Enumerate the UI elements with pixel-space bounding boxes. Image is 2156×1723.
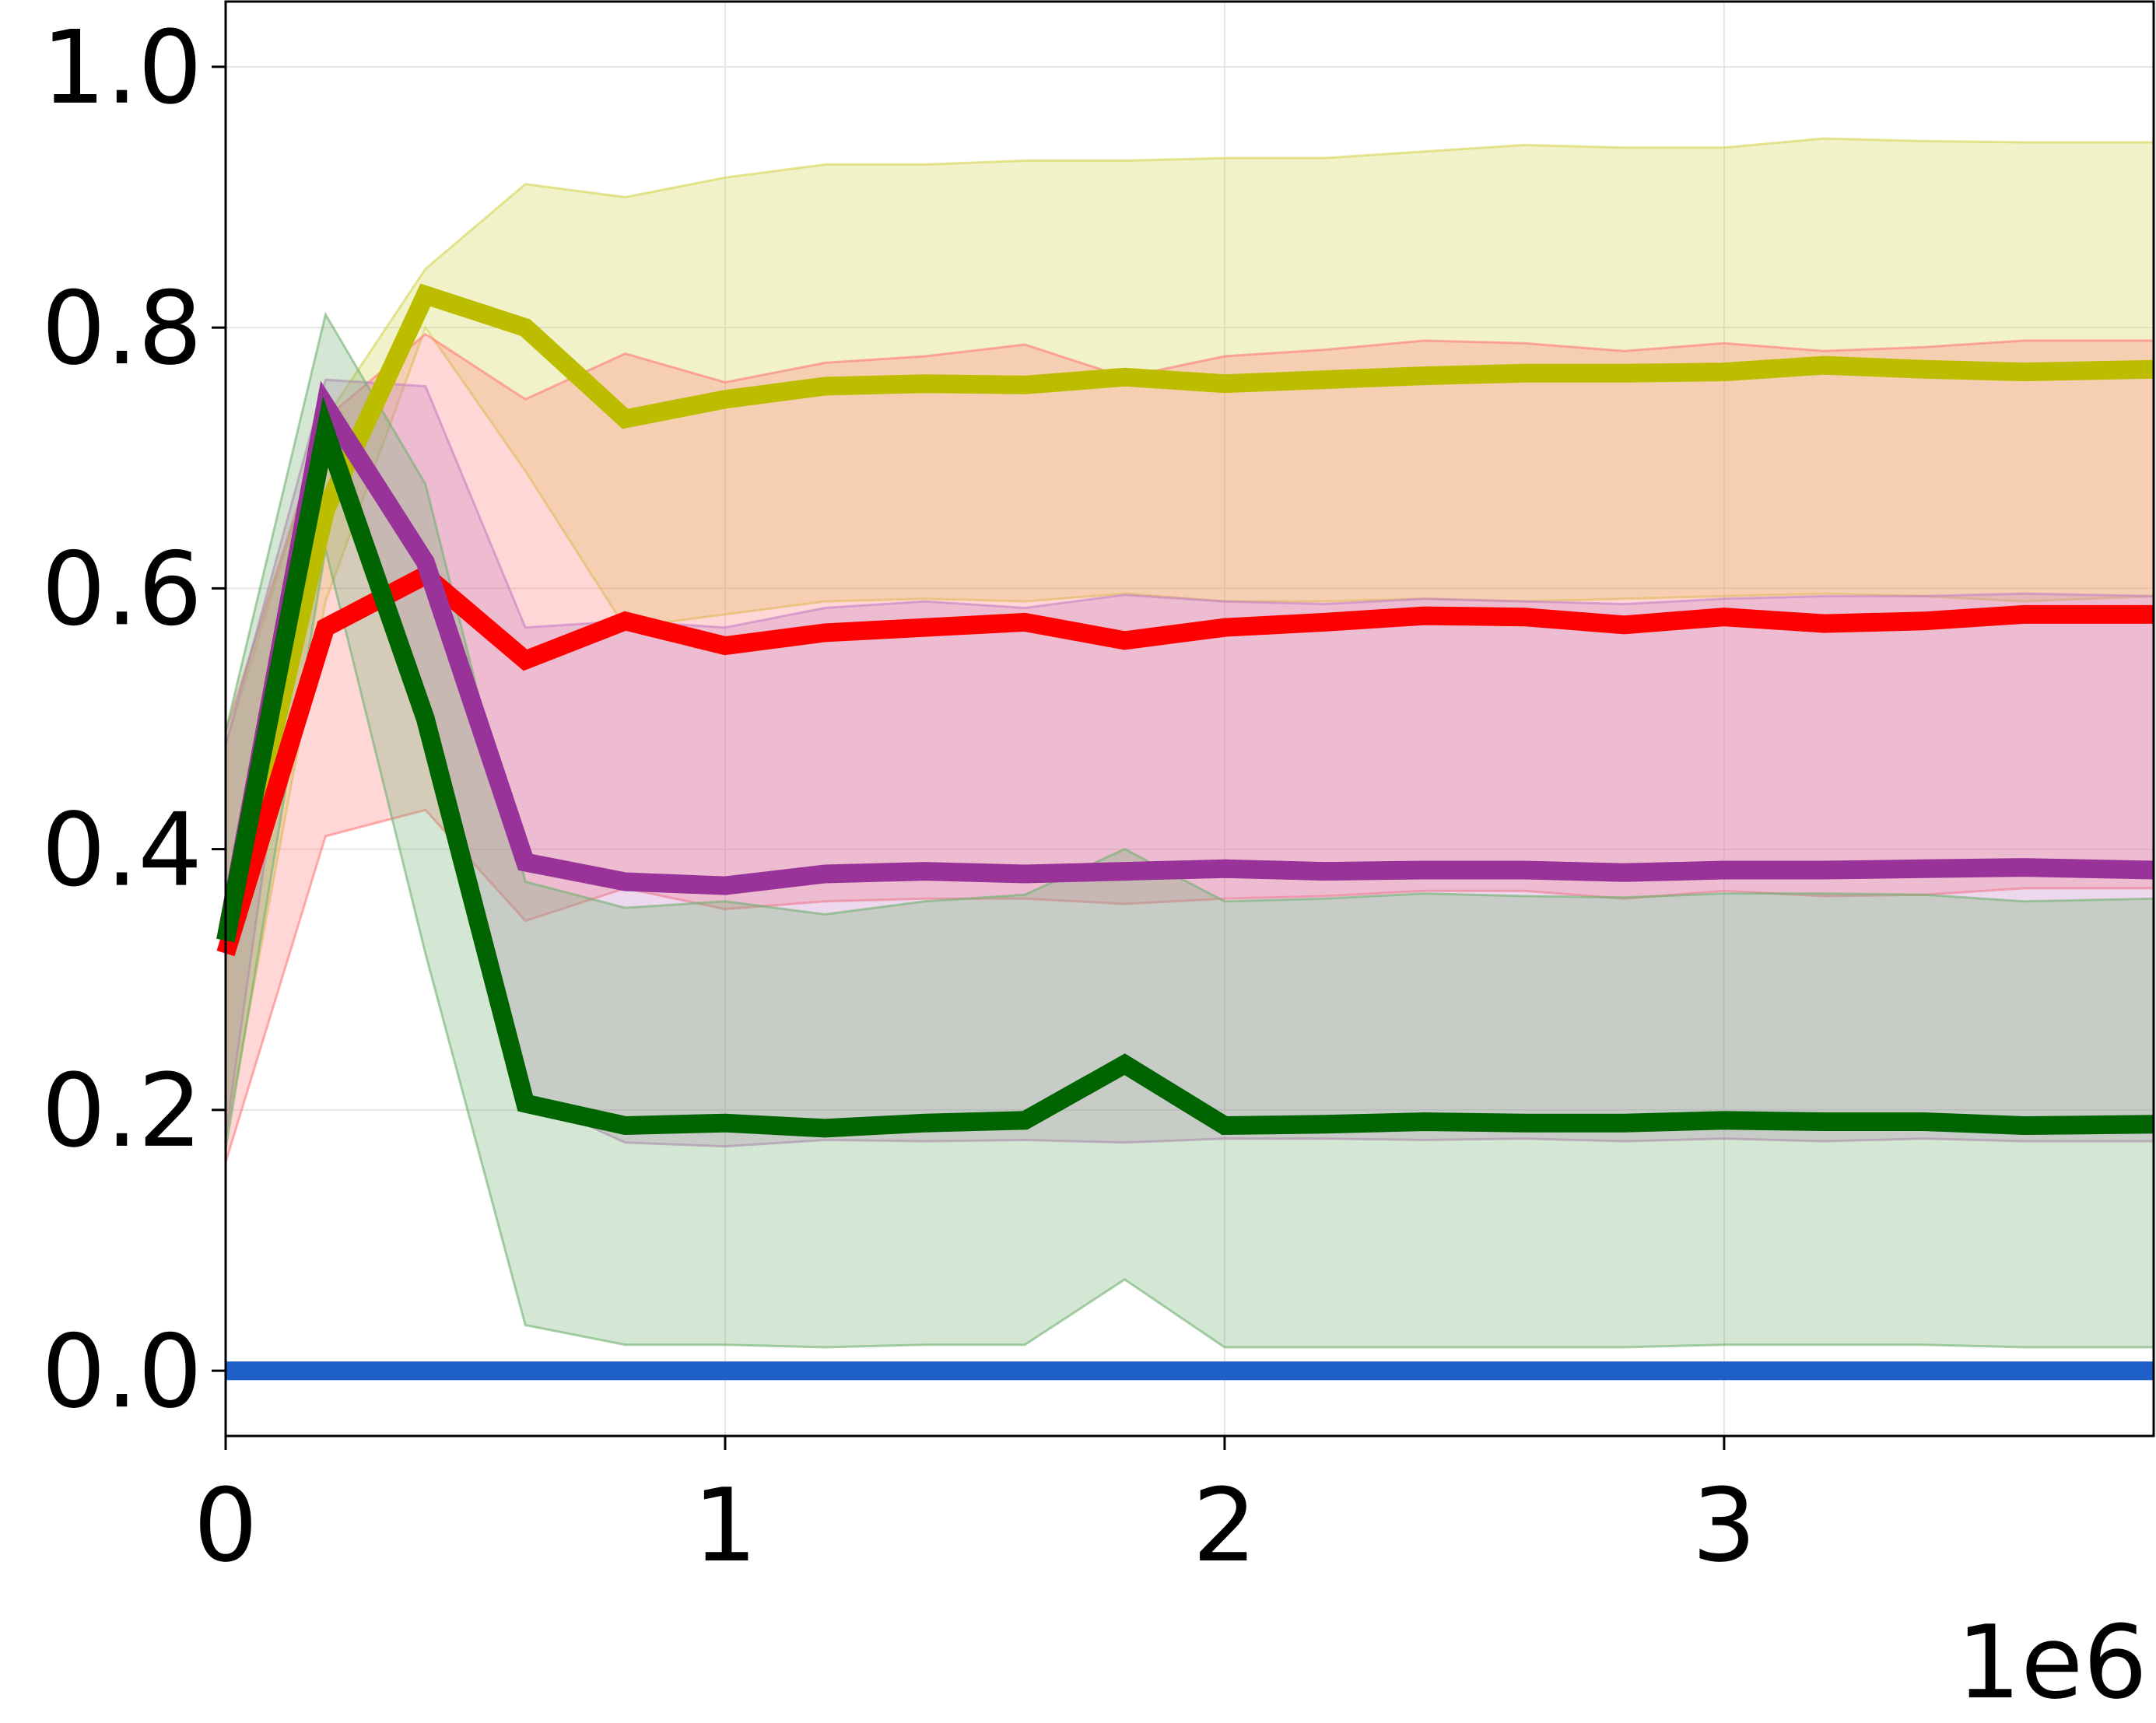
plot-frame xyxy=(224,0,2155,1438)
series-4-line xyxy=(216,396,2154,1138)
y-tick-label: 0.8 xyxy=(41,269,202,387)
tick-labels: 0 1 2 3 0.0 0.2 0.4 0.6 0.8 1.0 xyxy=(41,9,1756,1585)
x-tick-label: 3 xyxy=(1692,1466,1757,1585)
y-tick-label: 0.2 xyxy=(41,1052,202,1170)
x-axis-offset-label: 1e6 xyxy=(1957,1603,2147,1721)
y-tick-label: 0.6 xyxy=(41,530,202,648)
x-tick-label: 0 xyxy=(194,1466,258,1585)
y-tick-label: 0.4 xyxy=(41,791,202,909)
y-tick-label: 1.0 xyxy=(41,9,202,127)
x-tick-label: 2 xyxy=(1193,1466,1257,1585)
series-lines xyxy=(216,283,2154,1381)
series-2-line xyxy=(216,564,2154,957)
x-tick-label: 1 xyxy=(693,1466,758,1585)
axis-ticks xyxy=(212,65,1726,1450)
series-3-line xyxy=(216,380,2154,943)
y-tick-label: 0.0 xyxy=(41,1312,202,1431)
series-1-line xyxy=(216,283,2154,943)
confidence-bands xyxy=(224,137,2155,1349)
